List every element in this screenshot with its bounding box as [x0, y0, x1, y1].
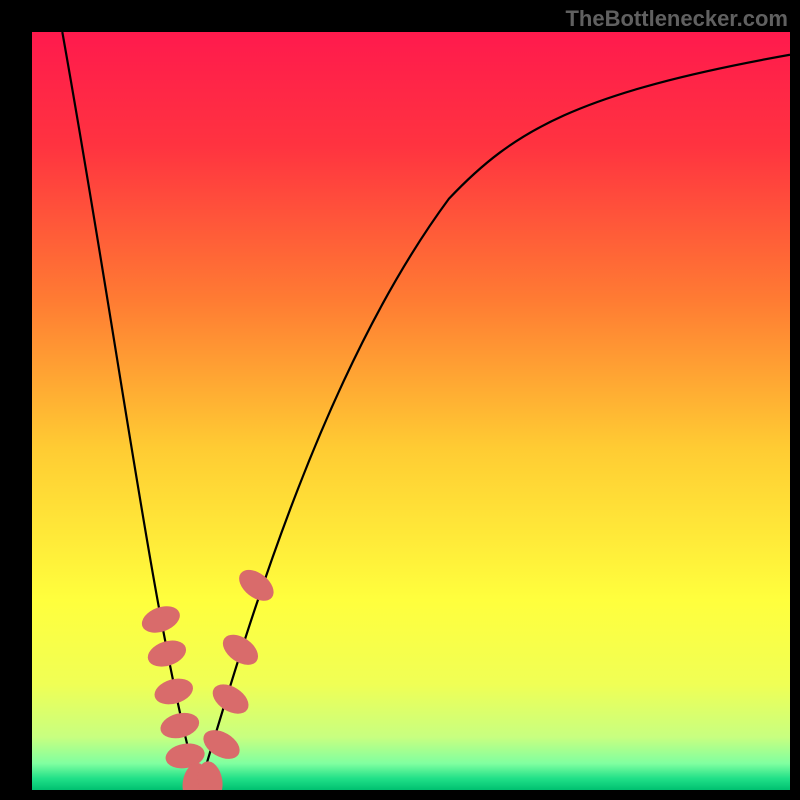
gradient-background [32, 32, 790, 790]
chart-container: TheBottlenecker.com [0, 0, 800, 800]
watermark-text: TheBottlenecker.com [565, 6, 788, 32]
plot-area [32, 32, 790, 790]
plot-svg [32, 32, 790, 790]
